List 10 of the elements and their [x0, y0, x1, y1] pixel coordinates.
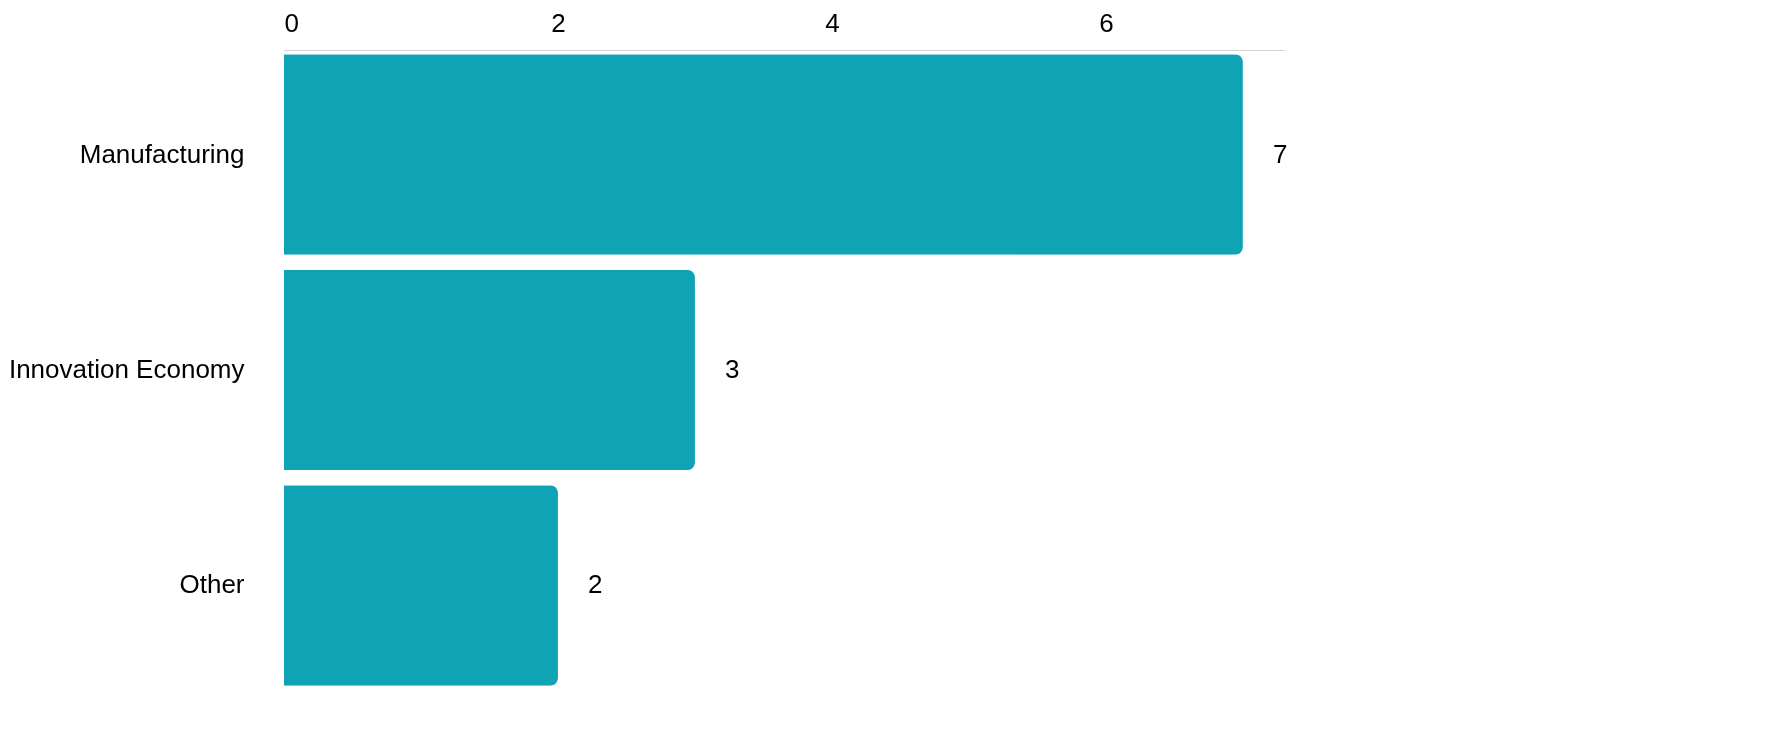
y-tick-label: Innovation Economy [8, 354, 245, 384]
x-tick-label: 2 [551, 7, 566, 38]
data-label: 3 [724, 354, 740, 384]
data-label: 7 [1272, 138, 1288, 169]
y-tick-label: Manufacturing [79, 138, 245, 169]
y-tick-label: Other [179, 569, 245, 600]
x-tick-label: 4 [825, 7, 840, 38]
data-label: 2 [587, 569, 603, 600]
x-tick-label: 0 [284, 7, 299, 38]
x-tick-label: 6 [1099, 7, 1114, 38]
